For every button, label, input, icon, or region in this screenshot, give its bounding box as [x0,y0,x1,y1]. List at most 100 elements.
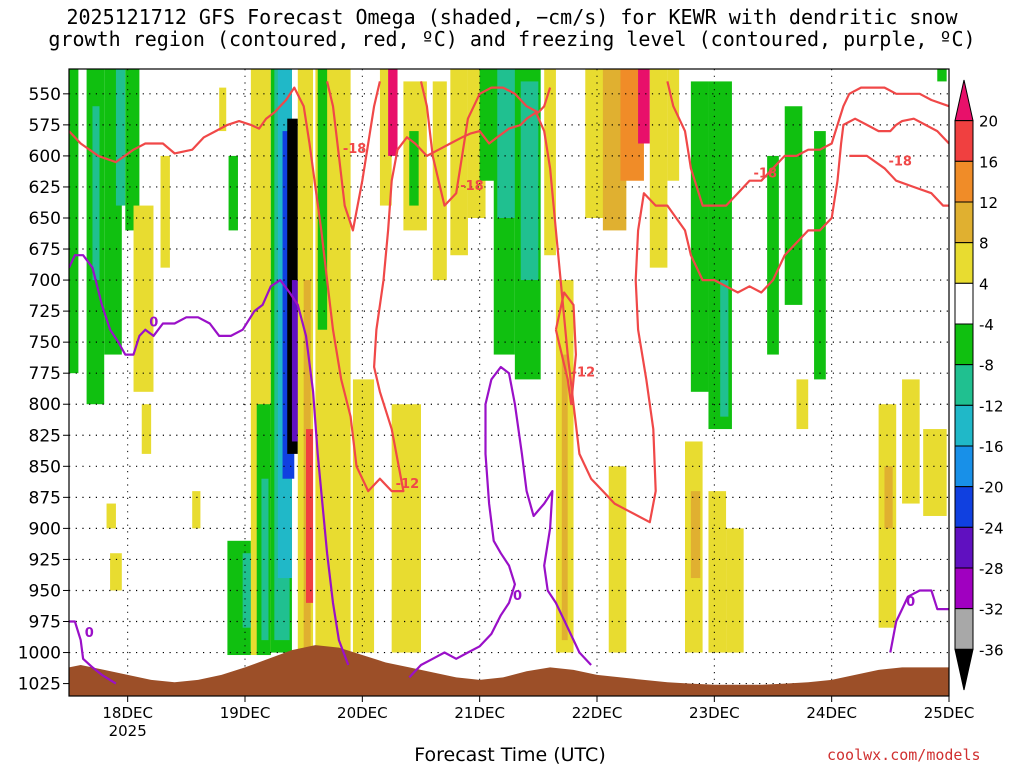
y-tick-label: 875 [29,488,61,508]
omega-cell [242,553,253,628]
dendritic-contour [666,81,949,207]
y-tick-label: 625 [29,178,61,198]
y-tick-label: 950 [29,581,61,601]
colorbar-label: -8 [979,357,994,375]
omega-cell [219,87,227,132]
x-year-label: 2025 [109,722,147,740]
colorbar-label: 16 [979,153,998,171]
omega-cell [261,478,269,641]
omega-cell [291,280,301,442]
y-tick-label: 850 [29,457,61,477]
y-tick-label: 975 [29,613,61,633]
omega-cell [379,69,392,206]
omega-cell [937,69,947,82]
omega-cell [333,69,351,653]
omega-cell [720,280,729,417]
colorbar-label: 20 [979,113,998,131]
omega-cell [708,491,727,653]
colorbar-label: -24 [979,519,1004,537]
omega-cell [649,69,668,268]
omega-cell [923,429,947,516]
x-tick-label: 23DEC [689,704,740,722]
colorbar-swatch [954,364,974,406]
contours: -12 -18 -18 -18 -18 -12 0 0 0 0 [69,81,949,685]
omega-cell [814,131,826,380]
x-axis-label: Forecast Time (UTC) [414,744,606,766]
colorbar-label: -28 [979,560,1004,578]
y-tick-label: 900 [29,519,61,539]
omega-cell [92,106,100,281]
y-tick-label: 800 [29,395,61,415]
x-tick-label: 22DEC [572,704,623,722]
y-tick-label: 675 [29,240,61,260]
colorbar: 20 16 12 8 4 -4 -8 -12 -16 -20 -24 -28 -32 -36 [954,79,1004,691]
y-tick-label: 925 [29,550,61,570]
omega-cell [141,404,152,454]
chart-title: 2025121712 GFS Forecast Omega (shaded, −… [0,6,1024,50]
colorbar-swatch [954,445,974,488]
omega-cell [306,429,314,603]
freezing-contour [408,365,592,679]
freezing-contour [69,254,350,666]
y-tick-label: 1000 [18,644,61,664]
colorbar-swatch [954,201,974,244]
freezing-contour-label: 0 [149,316,158,331]
omega-cell [409,131,419,206]
omega-cell [106,503,116,529]
omega-shading [69,69,947,656]
omega-cell [450,69,468,256]
colorbar-label: 4 [979,275,989,293]
omega-cell [228,155,238,231]
credit-text: coolwx.com/models [827,746,981,764]
dendritic-contour [419,81,552,207]
plot-frame [68,68,950,697]
colorbar-swatch [954,120,974,162]
colorbar-swatch [954,567,974,610]
y-tick-label: 575 [29,116,61,136]
freezing-contour [889,589,949,653]
colorbar-label: -16 [979,438,1004,456]
colorbar-swatch [954,608,974,650]
freezing-contour-label: 0 [513,589,522,604]
chart-title-line1: 2025121712 GFS Forecast Omega (shaded, −… [66,5,958,29]
omega-cell [690,81,709,392]
dendritic-contour-label: -18 [343,142,367,157]
y-tick-label: 600 [29,147,61,167]
omega-cell [520,81,539,281]
colorbar-swatch [954,404,974,447]
x-axis: 18DEC 19DEC 20DEC 21DEC 22DEC 23DEC 24DEC 25DEC… [102,696,974,740]
omega-cell [608,466,627,653]
colorbar-swatch [954,323,974,366]
colorbar-swatch [954,282,974,325]
freezing-contour [69,620,117,685]
omega-cell [479,69,498,181]
y-tick-label: 775 [29,364,61,384]
omega-cell [317,69,328,330]
omega-cell [432,81,447,281]
colorbar-label: -12 [979,397,1004,415]
dendritic-contour [554,291,577,406]
y-tick-label: 700 [29,271,61,291]
omega-cell [115,69,126,206]
y-tick-label: 725 [29,302,61,322]
x-tick-label: 20DEC [337,704,388,722]
dendritic-contour-label: -18 [888,154,912,169]
omega-cell [391,404,421,653]
colorbar-label: -4 [979,316,994,334]
y-tick-label: 650 [29,209,61,229]
y-tick-label: 550 [29,85,61,105]
colorbar-label: 12 [979,194,998,212]
omega-cell [110,553,122,591]
colorbar-label: 8 [979,235,989,253]
omega-cell [352,379,375,653]
omega-cell [561,354,568,641]
dendritic-contour-label: -18 [460,179,484,194]
y-tick-label: 1025 [18,675,61,695]
dendritic-contour-label: -18 [754,167,778,182]
omega-cell [784,106,803,305]
omega-cell [726,528,744,653]
terrain-shape [69,645,949,696]
omega-cell [192,491,201,529]
colorbar-swatch [954,242,974,284]
